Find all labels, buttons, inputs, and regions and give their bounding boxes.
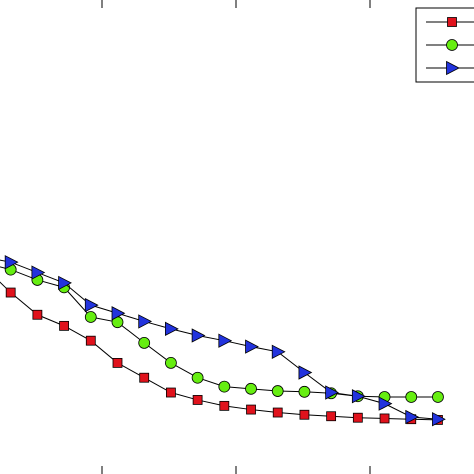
series-1-point-8 [191, 371, 204, 384]
series-2-point-4 [84, 297, 99, 313]
series-0-point-8 [192, 395, 203, 405]
series-2-point-12 [298, 365, 313, 380]
series-2-point-9 [218, 333, 233, 348]
series-0-point-14 [352, 412, 363, 423]
series-0-point-15 [379, 413, 390, 424]
series-2-point-11 [271, 344, 286, 359]
series-1-point-9 [218, 380, 231, 393]
series-1-point-10 [245, 382, 257, 395]
series-2-point-1 [4, 255, 19, 270]
series-1-point-11 [271, 385, 284, 397]
series-0-point-4 [85, 335, 96, 346]
series-0-point-10 [246, 404, 256, 415]
series-1-point-17 [432, 391, 444, 403]
series-2-point-8 [191, 328, 206, 343]
series-layer [0, 255, 446, 427]
series-0-point-7 [166, 387, 176, 398]
series-2-point-17 [432, 412, 446, 427]
series-2-point-6 [138, 314, 153, 329]
series-2-point-5 [111, 306, 126, 321]
series-2-point-16 [405, 409, 420, 425]
series-0-point-1 [5, 287, 16, 298]
series-0-point-2 [32, 309, 43, 320]
series-1-point-7 [165, 357, 177, 369]
series-2-point-14 [351, 389, 366, 404]
series-1-point-6 [138, 337, 151, 349]
series-0-point-6 [139, 372, 150, 383]
series-0-point-9 [219, 400, 230, 411]
series-2-point-15 [378, 396, 393, 411]
series-2-point-3 [58, 275, 72, 291]
series-0-point-3 [59, 320, 69, 331]
legend-marker-2 [446, 60, 460, 76]
series-0-point-13 [326, 411, 337, 422]
plot-axes [101, 0, 371, 474]
series-2-point-2 [31, 265, 46, 280]
legend [415, 7, 474, 83]
series-0-point-11 [272, 407, 283, 418]
series-0-point-12 [299, 409, 310, 420]
series-0-point-5 [112, 358, 123, 368]
series-1-point-16 [405, 391, 418, 403]
legend-marker-1 [446, 39, 458, 51]
series-2-point-7 [165, 321, 179, 336]
series-2-point-10 [245, 339, 259, 354]
series-1-point-12 [298, 385, 311, 398]
legend-marker-0 [447, 17, 457, 27]
series-2 [0, 255, 446, 427]
series-2-point-13 [325, 385, 339, 400]
series-1-point-4 [84, 311, 97, 323]
